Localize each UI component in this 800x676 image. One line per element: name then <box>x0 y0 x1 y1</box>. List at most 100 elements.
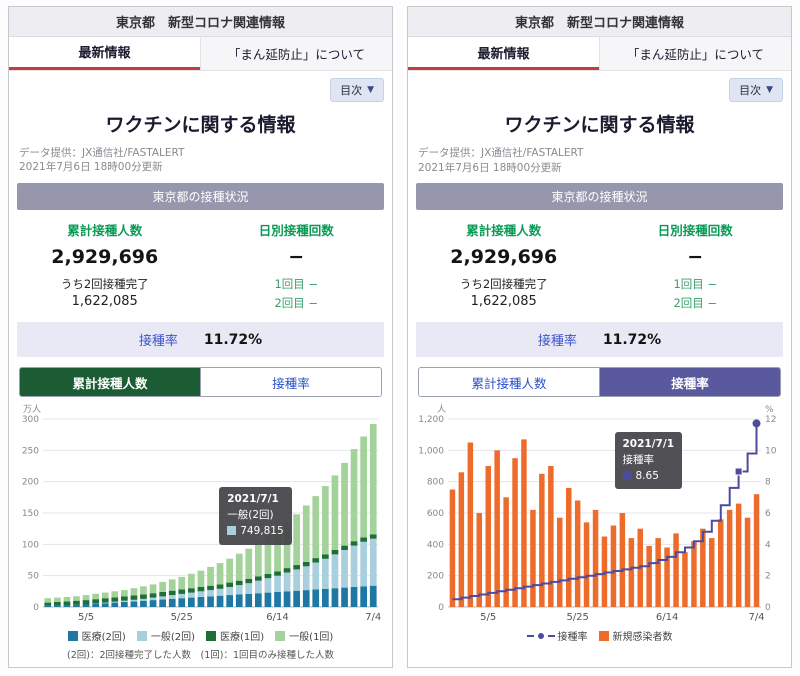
updated-at: 2021年7月6日 18時00分更新 <box>19 161 163 174</box>
tab-latest-info[interactable]: 最新情報 <box>408 37 599 70</box>
svg-text:12: 12 <box>765 415 776 425</box>
legend-item: 一般(2回) <box>136 628 195 643</box>
legend-label: 医療(1回) <box>220 632 265 643</box>
svg-text:5/5: 5/5 <box>78 612 94 623</box>
legend-swatch <box>136 630 147 641</box>
svg-text:150: 150 <box>22 509 39 519</box>
toc-row: 目次 ▼ <box>408 71 791 102</box>
rate-row: 接種率 11.72% <box>416 322 783 358</box>
toggle-rate-button[interactable]: 接種率 <box>599 368 780 397</box>
app-header: 東京都 新型コロナ関連情報 <box>9 7 392 37</box>
tab-prevention[interactable]: 「まん延防止」について <box>599 37 791 70</box>
svg-text:5/25: 5/25 <box>566 612 588 623</box>
svg-text:%: % <box>765 405 774 415</box>
svg-text:200: 200 <box>22 478 39 488</box>
dose1-line: 1回目 − <box>673 277 718 292</box>
svg-text:5/25: 5/25 <box>171 612 193 623</box>
rate-value: 11.72% <box>203 331 263 348</box>
toggle-cumulative-button[interactable]: 累計接種人数 <box>20 368 200 396</box>
rate-row: 接種率 11.72% <box>17 322 384 357</box>
svg-text:人: 人 <box>437 404 446 415</box>
page-title: ワクチンに関する情報 <box>504 114 695 136</box>
svg-text:50: 50 <box>28 572 40 582</box>
cumulative-chart[interactable]: 0 50 100 150 200 250 300 万人 5/5 5/25 6/14 7/4 2021/… <box>13 403 388 625</box>
app-title: 東京都 新型コロナ関連情報 <box>115 15 285 31</box>
svg-text:6: 6 <box>765 509 771 519</box>
legend-label: 一般(1回) <box>289 632 334 643</box>
svg-text:万人: 万人 <box>23 404 41 415</box>
rate-label: 接種率 <box>537 334 577 350</box>
legend-item-line: 接種率 <box>526 628 588 644</box>
legend-item: 一般(1回) <box>275 628 333 643</box>
app-header: 東京都 新型コロナ関連情報 <box>408 7 791 37</box>
rate-chart[interactable]: 0 200 400 600 800 1,000 1,200 0 2 4 6 8 10 12 人% 5/5 5/2… <box>412 403 787 625</box>
data-provider: データ提供：JX通信社/FASTALERT <box>19 146 185 159</box>
chart-legend: 医療(2回) 一般(2回) 医療(1回) 一般(1回) <box>9 625 392 644</box>
line-dot-icon <box>537 632 544 639</box>
provider-block: データ提供：JX通信社/FASTALERT 2021年7月6日 18時00分更新 <box>408 146 791 175</box>
svg-text:6/14: 6/14 <box>656 612 678 623</box>
toc-row: 目次 ▼ <box>9 71 392 102</box>
app-title: 東京都 新型コロナ関連情報 <box>514 16 684 31</box>
chart-toggle: 累計接種人数 接種率 <box>418 367 781 398</box>
toggle-rate-button[interactable]: 接種率 <box>200 368 381 396</box>
tab-bar: 最新情報 「まん延防止」について <box>9 36 392 71</box>
chevron-down-icon: ▼ <box>367 84 374 95</box>
daily-label: 日別接種回数 <box>657 223 733 239</box>
daily-value: − <box>288 246 305 268</box>
toc-button[interactable]: 目次 ▼ <box>330 77 384 102</box>
legend-swatch <box>206 630 216 641</box>
toggle-cumulative-button[interactable]: 累計接種人数 <box>419 368 599 397</box>
rate-value: 11.72% <box>602 331 662 348</box>
legend-swatch <box>275 630 286 641</box>
svg-text:250: 250 <box>22 446 39 456</box>
line-icon <box>526 634 534 637</box>
provider-block: データ提供：JX通信社/FASTALERT 2021年7月6日 18時00分更新 <box>9 146 392 175</box>
second-complete-value: 1,622,085 <box>470 294 537 310</box>
stats-daily: 日別接種回数 − 1回目 − 2回目 − <box>201 220 393 311</box>
svg-text:400: 400 <box>427 541 444 551</box>
legend-note: (2回)：2回接種完了した人数 (1回)：1回目のみ接種した人数 <box>66 650 334 661</box>
dose1-line: 1回目 − <box>274 277 319 291</box>
tab-bar: 最新情報 「まん延防止」について <box>408 37 791 71</box>
svg-text:800: 800 <box>427 478 444 488</box>
cumulative-label: 累計接種人数 <box>466 223 542 239</box>
line-icon <box>547 634 555 637</box>
svg-text:7/4: 7/4 <box>365 612 381 623</box>
cumulative-value: 2,929,696 <box>51 246 159 268</box>
svg-text:7/4: 7/4 <box>748 612 764 623</box>
svg-text:0: 0 <box>33 603 39 613</box>
svg-text:5/5: 5/5 <box>480 612 496 623</box>
tab-latest-info[interactable]: 最新情報 <box>9 36 200 70</box>
legend-label: 一般(2回) <box>150 632 195 643</box>
legend-label: 接種率 <box>557 632 588 644</box>
stats-section: 累計接種人数 2,929,696 うち2回接種完了 1,622,085 日別接種… <box>9 210 392 315</box>
chart-toggle: 累計接種人数 接種率 <box>19 367 382 397</box>
toc-label: 目次 <box>340 83 363 97</box>
cumulative-value: 2,929,696 <box>450 246 558 269</box>
svg-text:2: 2 <box>765 572 771 582</box>
stats-daily: 日別接種回数 − 1回目 − 2回目 − <box>600 220 792 311</box>
dose2-line: 2回目 − <box>274 296 319 310</box>
stats-section: 累計接種人数 2,929,696 うち2回接種完了 1,622,085 日別接種… <box>408 210 791 315</box>
dose2-line: 2回目 − <box>673 296 718 311</box>
svg-text:8: 8 <box>765 478 771 488</box>
section-banner: 東京都の接種状況 <box>17 183 384 210</box>
svg-text:6/14: 6/14 <box>266 612 288 623</box>
svg-text:1,000: 1,000 <box>418 447 444 457</box>
second-complete-label: うち2回接種完了 <box>459 277 548 292</box>
svg-text:10: 10 <box>765 447 777 457</box>
rate-label: 接種率 <box>138 334 178 349</box>
daily-value: − <box>687 246 704 269</box>
panel-cumulative: 東京都 新型コロナ関連情報 最新情報 「まん延防止」について 目次 ▼ ワクチン… <box>8 6 393 668</box>
svg-text:4: 4 <box>765 541 771 551</box>
chart-legend: 接種率 新規感染者数 <box>408 625 791 644</box>
combo-chart: 0 200 400 600 800 1,000 1,200 0 2 4 6 8 10 12 人 % 5/5 5/2… <box>418 404 777 623</box>
tab-prevention[interactable]: 「まん延防止」について <box>200 36 392 70</box>
cumulative-label: 累計接種人数 <box>67 223 143 238</box>
toc-button[interactable]: 目次 ▼ <box>729 78 783 102</box>
svg-text:0: 0 <box>438 603 444 613</box>
legend-item-bars: 新規感染者数 <box>598 628 673 643</box>
